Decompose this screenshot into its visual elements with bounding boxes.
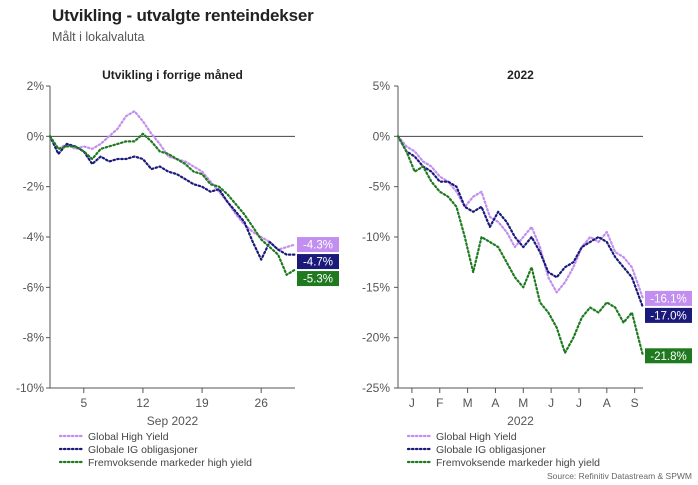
y-tick-label: -8% (23, 331, 45, 345)
legend-label: Globale IG obligasjoner (436, 444, 546, 456)
page-subtitle: Målt i lokalvaluta (52, 30, 145, 44)
source-note: Source: Refinitiv Datastream & SPWM (546, 471, 692, 481)
end-value-label: -21.8% (650, 351, 686, 363)
series-line-3 (396, 135, 645, 357)
chart-panel-1: Utvikling i forrige måned 2% 0% -2% -4% -6% -8… (16, 68, 339, 469)
y-tick-label: 5% (373, 79, 391, 93)
chart-panel-2: 2022 5% 0% -5% -10% -15% -20% -25% J F M A M J J A S 2022… (362, 68, 692, 469)
end-value-badge (297, 271, 339, 287)
x-axis-title: 2022 (507, 414, 534, 428)
y-tick-label: 2% (27, 79, 45, 93)
y-tick-label: 0% (373, 129, 391, 143)
x-tick-label: 12 (136, 396, 150, 410)
end-value-badge (645, 290, 692, 306)
y-tick-label: -20% (362, 331, 390, 345)
y-tick-label: -2% (23, 180, 45, 194)
end-value-badge (297, 254, 339, 270)
x-tick-label: 26 (255, 396, 269, 410)
y-tick-label: -15% (362, 280, 390, 294)
x-tick-label: A (491, 396, 499, 410)
x-tick-label: 5 (80, 396, 87, 410)
chart-title: Utvikling i forrige måned (102, 68, 243, 82)
y-tick-label: -4% (23, 230, 45, 244)
x-tick-label: M (518, 396, 528, 410)
y-tick-label: -25% (362, 381, 390, 395)
x-tick-label: J (576, 396, 582, 410)
y-tick-label: -10% (16, 381, 44, 395)
x-tick-label: F (436, 396, 443, 410)
chart-title: 2022 (507, 68, 534, 82)
end-value-badge (297, 237, 339, 253)
end-value-badge (645, 307, 692, 323)
end-value-label: -17.0% (650, 310, 686, 322)
series-line-1 (396, 135, 645, 300)
series-line-3 (48, 132, 297, 276)
y-tick-label: -10% (362, 230, 390, 244)
page-title: Utvikling - utvalgte renteindekser (52, 6, 314, 25)
legend-label: Fremvoksende markeder high yield (436, 457, 600, 469)
x-axis-title: Sep 2022 (147, 414, 199, 428)
series-line-2 (48, 135, 297, 261)
x-tick-label: M (463, 396, 473, 410)
series-line-1 (48, 110, 297, 251)
y-tick-label: -6% (23, 280, 45, 294)
series-line-2 (396, 135, 645, 309)
legend-label: Global High Yield (88, 431, 169, 443)
end-value-label: -4.7% (303, 257, 333, 269)
x-tick-label: A (603, 396, 611, 410)
end-value-label: -16.1% (650, 293, 686, 305)
x-tick-label: J (409, 396, 415, 410)
legend-label: Global High Yield (436, 431, 517, 443)
end-value-label: -4.3% (303, 240, 333, 252)
x-tick-label: J (548, 396, 554, 410)
y-tick-label: -5% (369, 180, 391, 194)
x-tick-label: S (631, 396, 639, 410)
legend-label: Globale IG obligasjoner (88, 444, 198, 456)
y-tick-label: 0% (27, 129, 45, 143)
end-value-label: -5.3% (303, 274, 333, 286)
end-value-badge (645, 348, 692, 364)
x-tick-label: 19 (195, 396, 209, 410)
legend-label: Fremvoksende markeder high yield (88, 457, 252, 469)
